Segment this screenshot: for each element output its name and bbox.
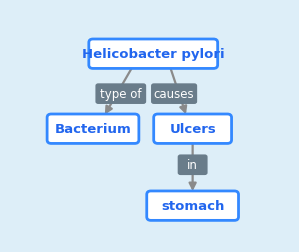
FancyBboxPatch shape xyxy=(178,155,208,175)
FancyBboxPatch shape xyxy=(89,40,218,69)
FancyBboxPatch shape xyxy=(95,84,146,105)
Text: in: in xyxy=(187,159,198,172)
FancyBboxPatch shape xyxy=(47,115,139,144)
Text: type of: type of xyxy=(100,88,141,101)
FancyBboxPatch shape xyxy=(151,84,197,105)
Text: stomach: stomach xyxy=(161,199,224,212)
Text: Helicobacter pylori: Helicobacter pylori xyxy=(82,48,225,61)
Text: Bacterium: Bacterium xyxy=(55,123,131,136)
Text: Ulcers: Ulcers xyxy=(169,123,216,136)
FancyBboxPatch shape xyxy=(147,191,239,220)
Text: causes: causes xyxy=(154,88,194,101)
FancyBboxPatch shape xyxy=(154,115,231,144)
